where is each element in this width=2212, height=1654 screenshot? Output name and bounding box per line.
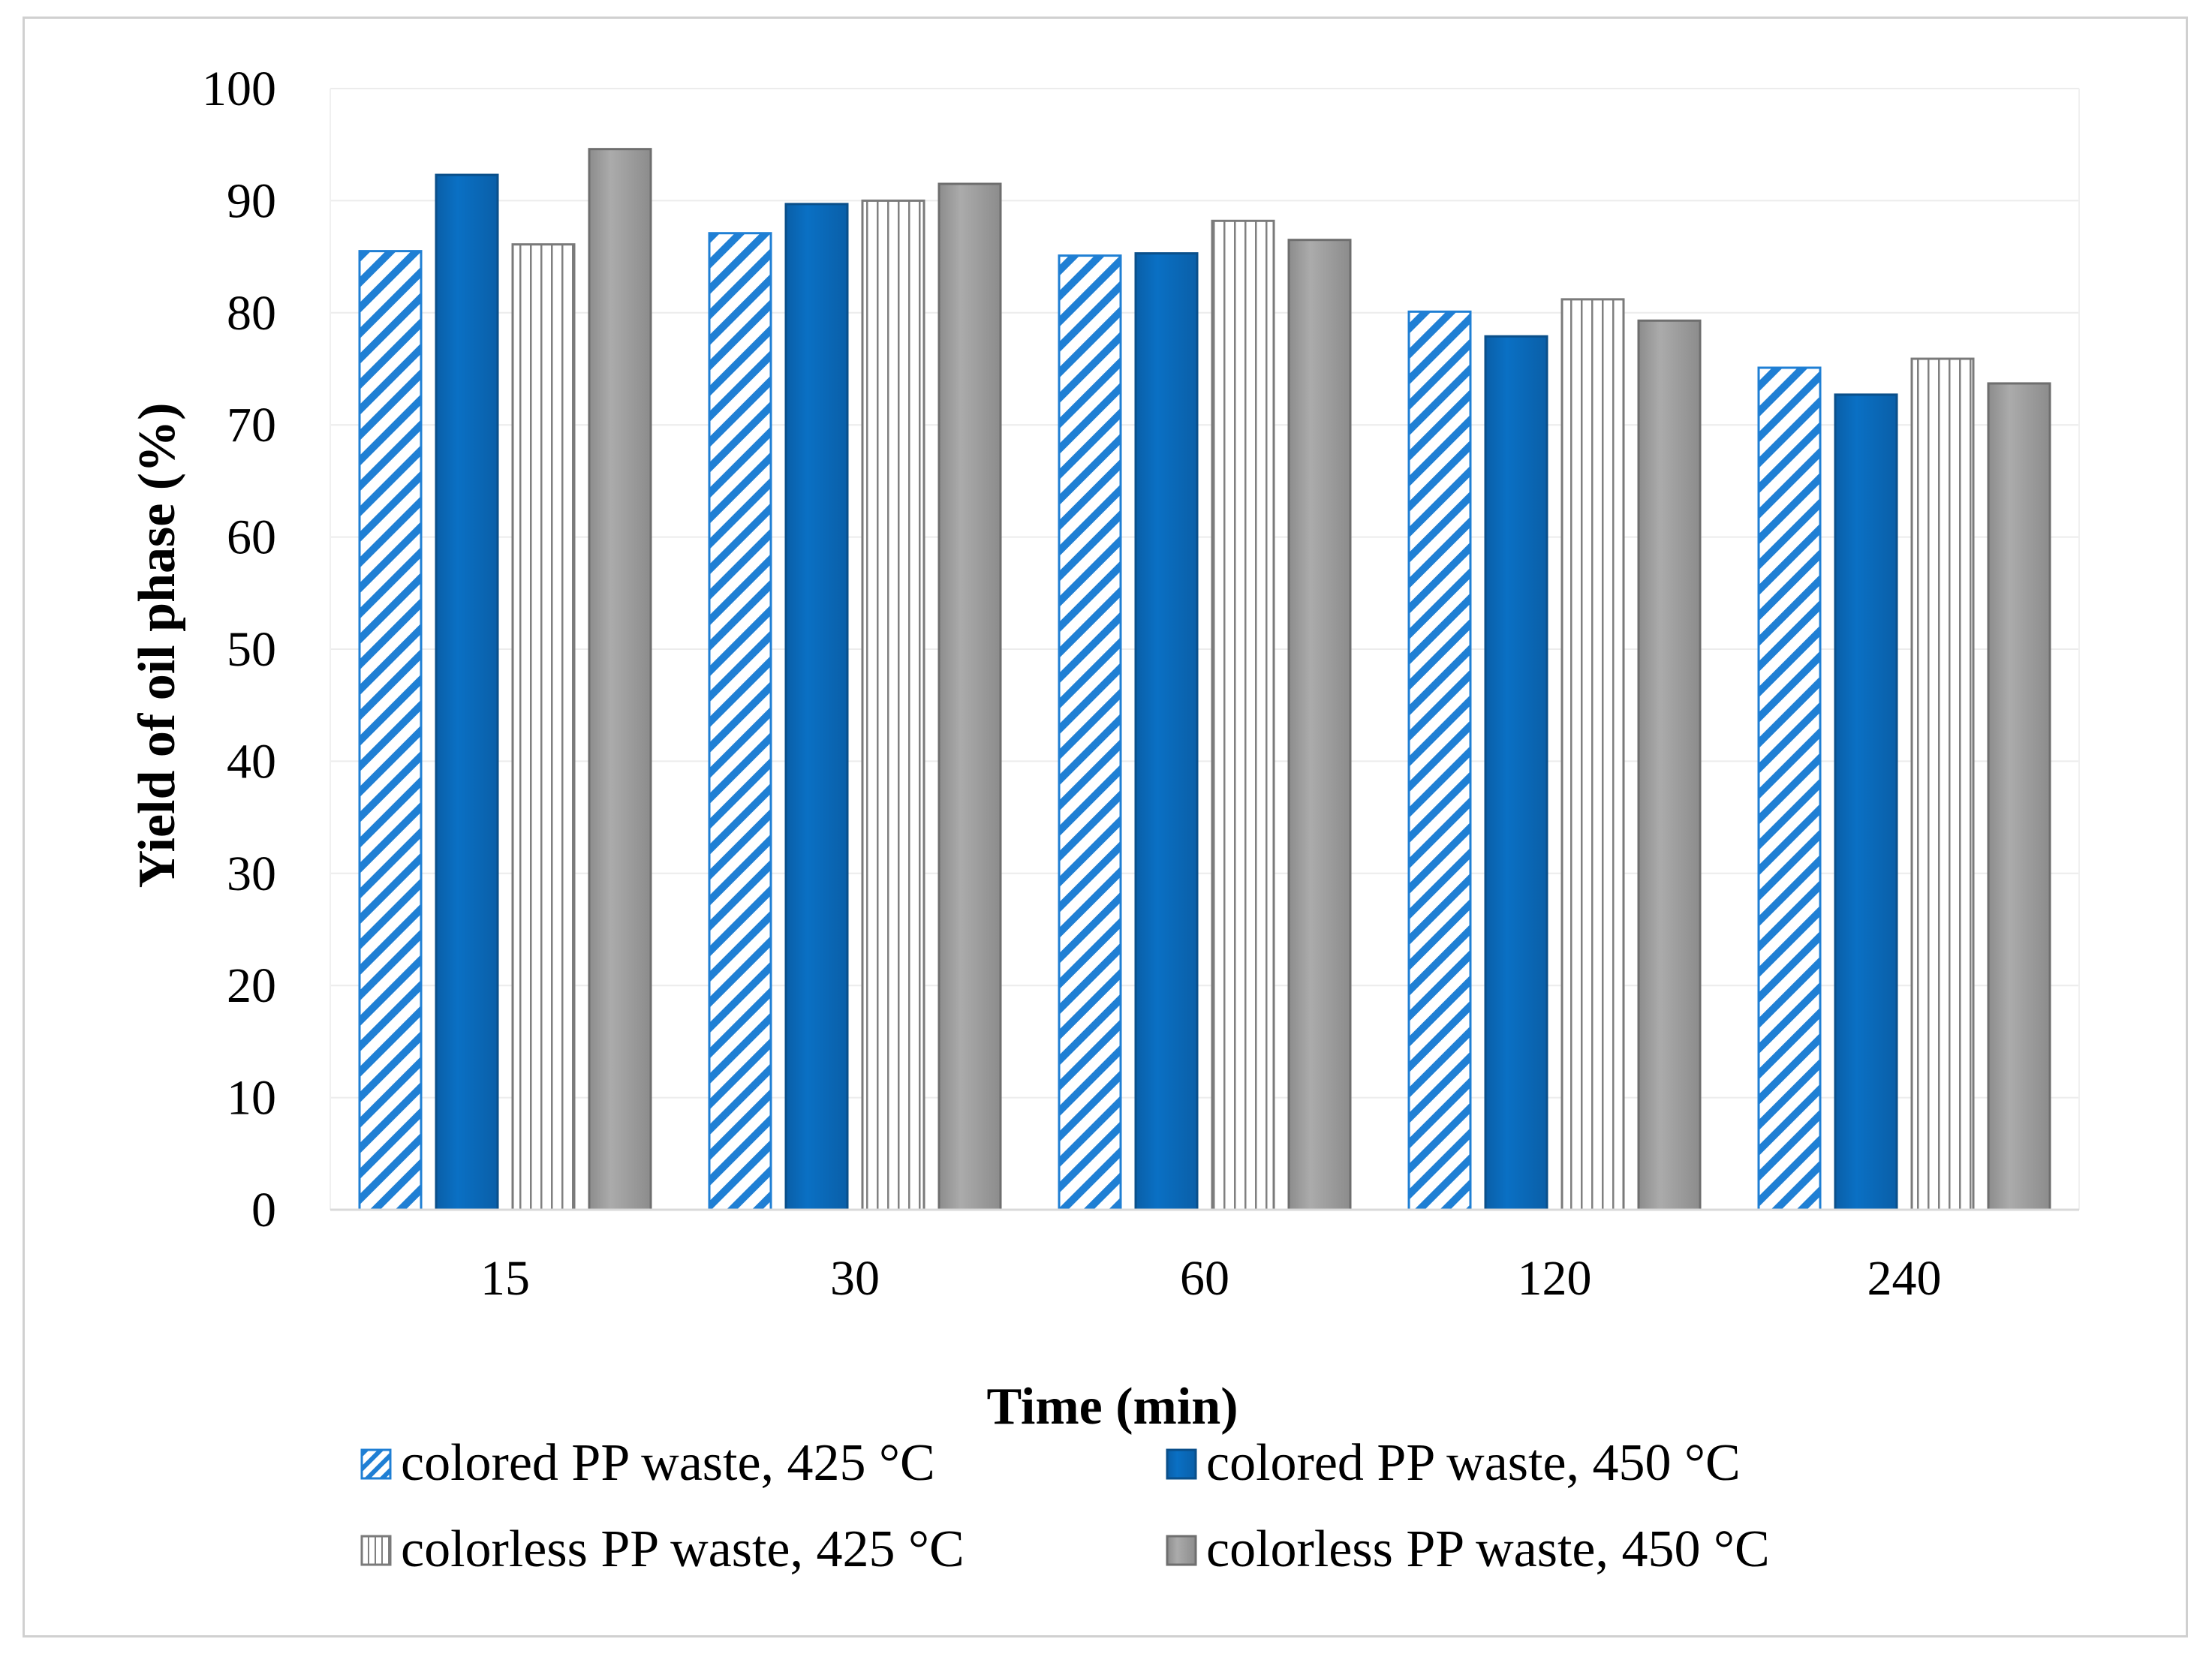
y-tick-label: 50 bbox=[227, 622, 276, 677]
y-tick-label: 10 bbox=[227, 1071, 276, 1126]
y-axis-ticks: 0 10 20 30 40 50 60 70 80 90 100 bbox=[202, 62, 276, 1237]
legend-swatch-4 bbox=[1166, 1535, 1197, 1566]
x-tick-label: 30 bbox=[830, 1251, 880, 1306]
bar-series-1-120 bbox=[1407, 310, 1472, 1211]
legend-swatch-3 bbox=[360, 1535, 392, 1566]
bar-series-3-240 bbox=[1910, 357, 1975, 1211]
y-tick-label: 70 bbox=[227, 398, 276, 453]
legend-swatch-1 bbox=[360, 1448, 392, 1480]
x-tick-label: 15 bbox=[480, 1251, 530, 1306]
bar-series-4-60 bbox=[1287, 239, 1352, 1211]
y-tick-label: 20 bbox=[227, 958, 276, 1013]
legend-label-3: colorless PP waste, 425 °C bbox=[401, 1520, 965, 1578]
y-tick-label: 30 bbox=[227, 847, 276, 901]
y-tick-label: 90 bbox=[227, 173, 276, 228]
x-tick-label: 60 bbox=[1180, 1251, 1229, 1306]
bar-series-2-15 bbox=[435, 173, 499, 1211]
bars bbox=[358, 148, 2051, 1211]
legend-label-1: colored PP waste, 425 °C bbox=[401, 1434, 935, 1492]
bar-series-2-120 bbox=[1484, 335, 1548, 1211]
x-tick-label: 120 bbox=[1518, 1251, 1592, 1306]
y-tick-label: 60 bbox=[227, 510, 276, 565]
x-axis-title: Time (min) bbox=[986, 1378, 1238, 1436]
bar-series-4-120 bbox=[1637, 319, 1702, 1211]
bar-series-3-120 bbox=[1560, 298, 1625, 1211]
bar-series-2-60 bbox=[1134, 252, 1199, 1211]
y-tick-label: 40 bbox=[227, 734, 276, 789]
bar-series-1-30 bbox=[708, 232, 772, 1211]
legend-label-2: colored PP waste, 450 °C bbox=[1206, 1434, 1741, 1492]
figure-frame bbox=[23, 17, 2188, 1637]
legend: colored PP waste, 425 °C colored PP waste… bbox=[360, 1434, 1770, 1578]
bar-series-2-30 bbox=[784, 203, 849, 1211]
x-tick-label: 240 bbox=[1867, 1251, 1942, 1306]
legend-swatch-2 bbox=[1166, 1448, 1197, 1480]
y-axis-title: Yield of oil phase (%) bbox=[128, 403, 186, 889]
bar-series-3-30 bbox=[861, 199, 925, 1211]
bar-series-4-30 bbox=[937, 182, 1002, 1211]
y-tick-label: 100 bbox=[202, 62, 276, 116]
bar-series-1-240 bbox=[1757, 366, 1822, 1211]
bar-series-3-60 bbox=[1211, 219, 1275, 1211]
bar-series-4-15 bbox=[588, 148, 652, 1211]
y-tick-label: 80 bbox=[227, 286, 276, 341]
bar-series-2-240 bbox=[1834, 393, 1898, 1211]
bar-series-1-60 bbox=[1058, 254, 1122, 1211]
bar-series-4-240 bbox=[1987, 382, 2051, 1211]
y-tick-label: 0 bbox=[251, 1183, 276, 1237]
bar-series-3-15 bbox=[511, 243, 576, 1211]
legend-label-4: colorless PP waste, 450 °C bbox=[1206, 1520, 1770, 1578]
x-axis-ticks: 15 30 60 120 240 bbox=[480, 1251, 1942, 1306]
bar-series-1-15 bbox=[358, 250, 423, 1211]
